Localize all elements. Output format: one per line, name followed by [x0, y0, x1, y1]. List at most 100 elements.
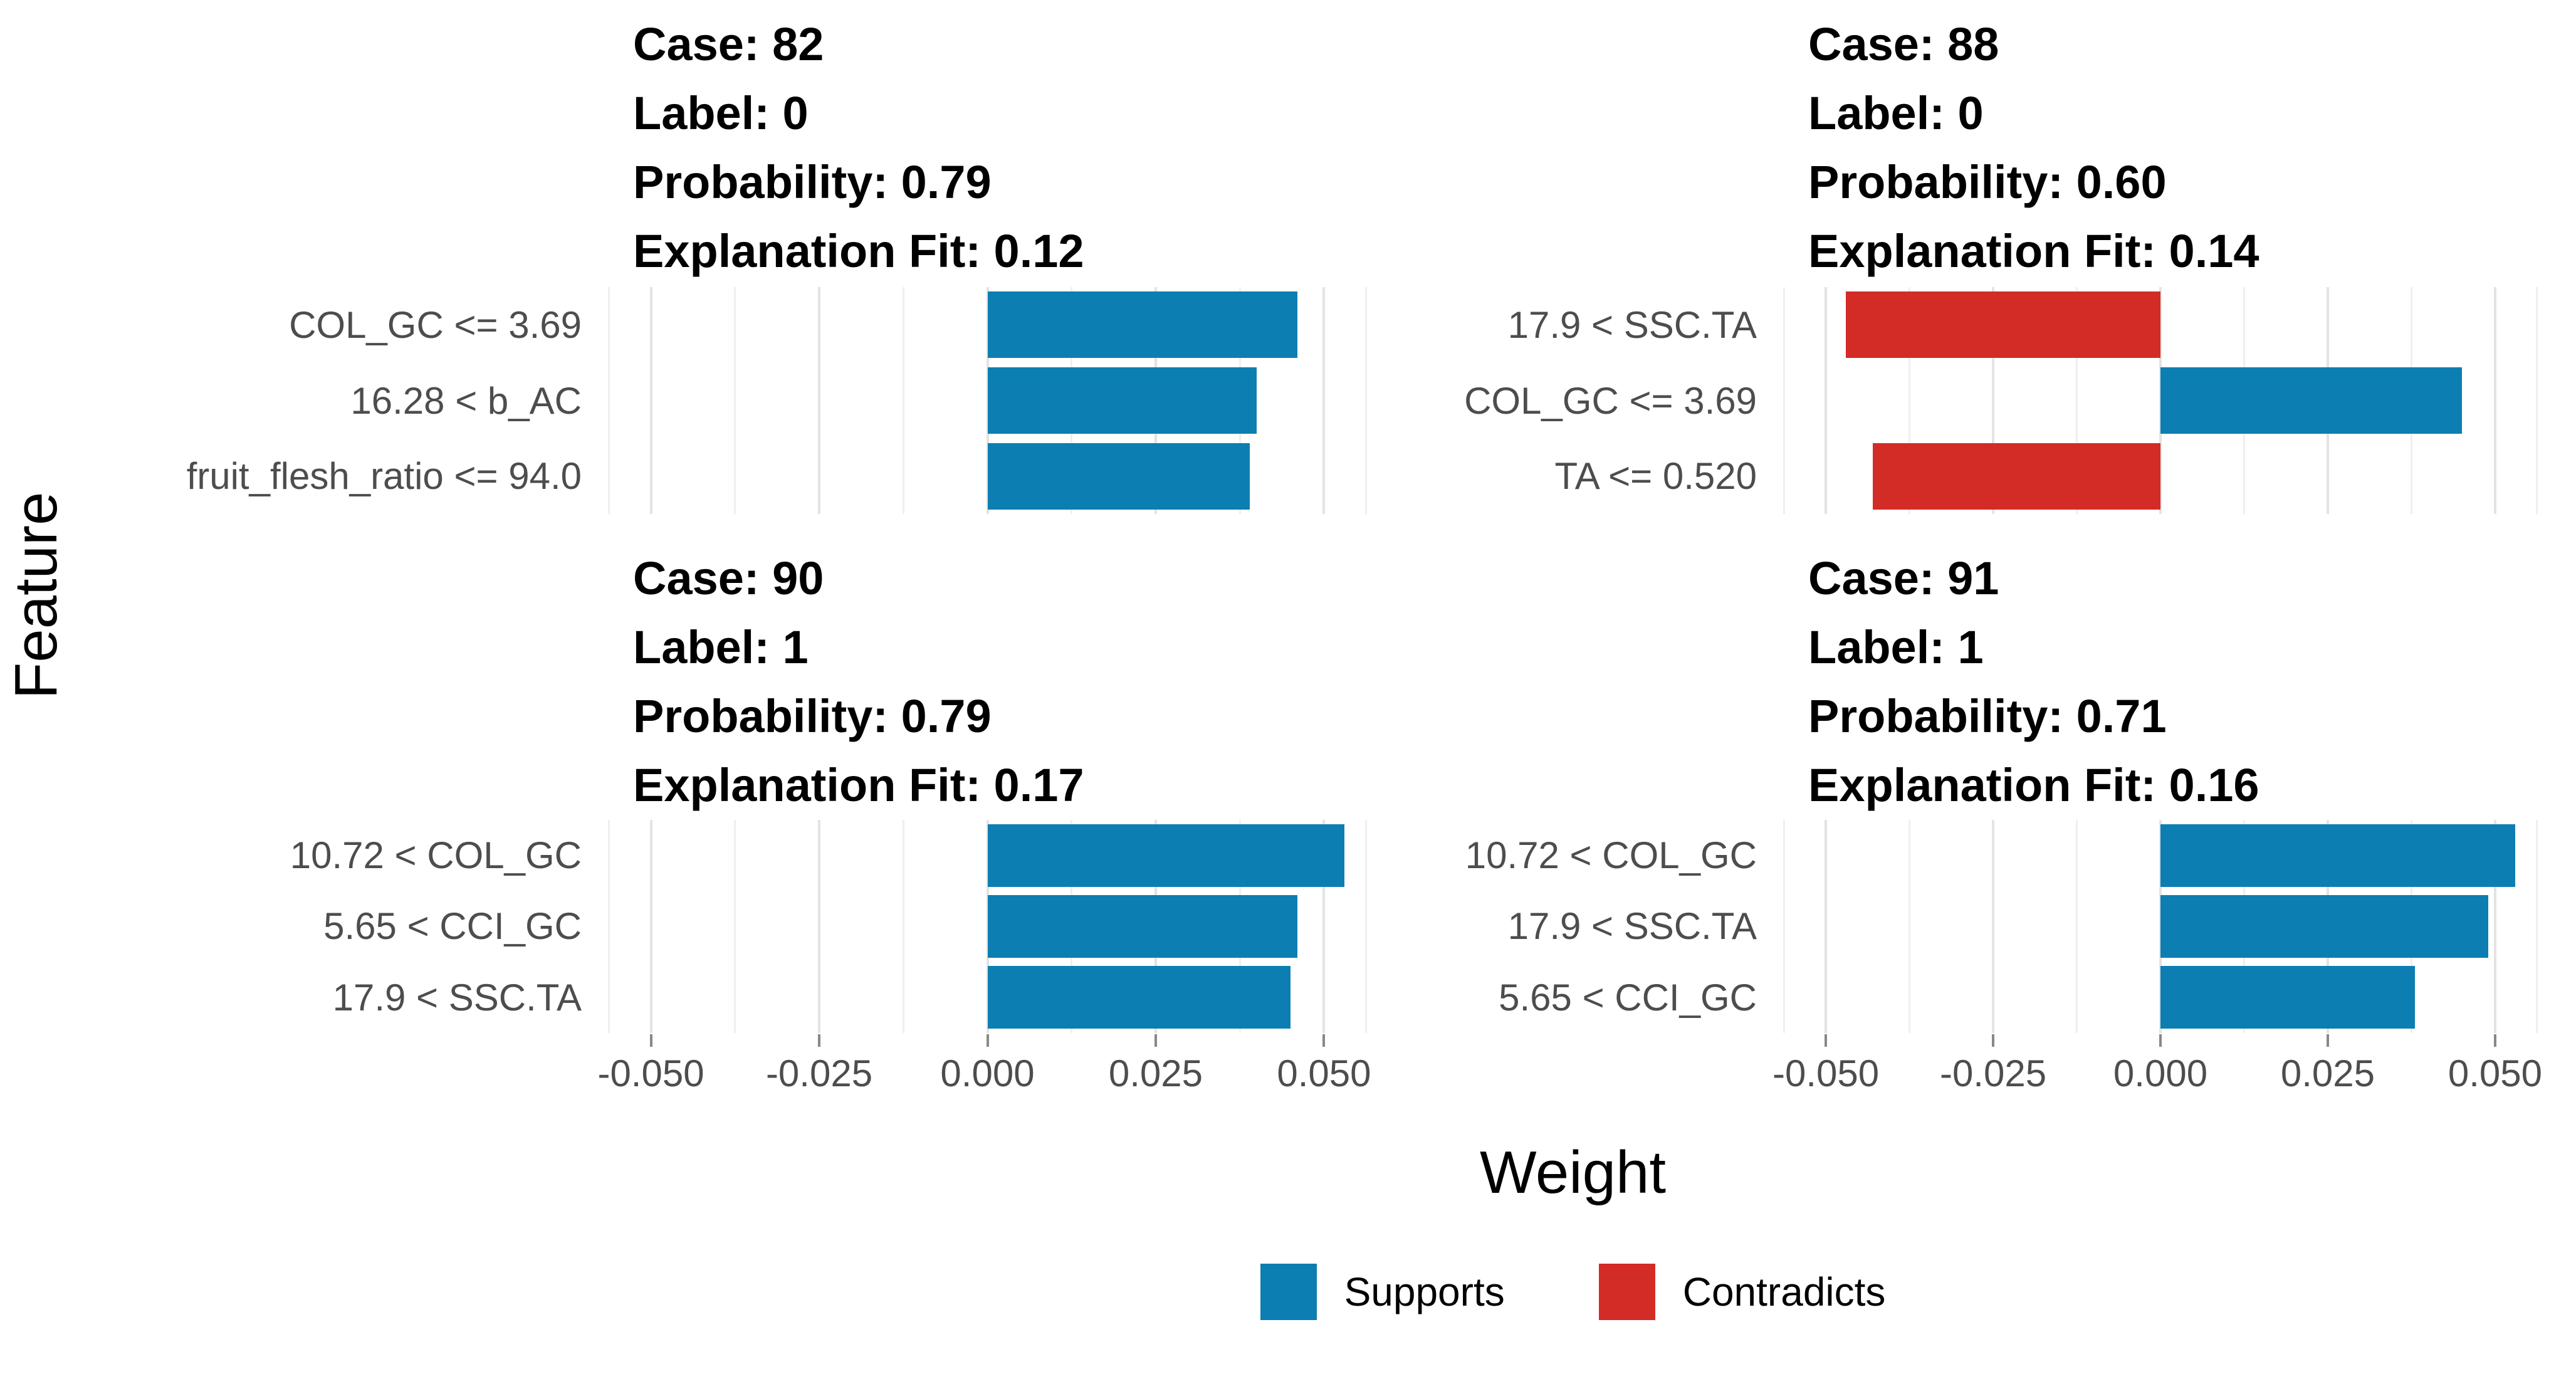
- minor-gridline: [2536, 362, 2538, 439]
- bar-track: [600, 287, 1374, 363]
- supports-bar: [987, 824, 1344, 887]
- minor-gridline: [1908, 962, 1911, 1033]
- facet-panel: COL_GC <= 3.69 16.28 < b_AC fruit_flesh_ra…: [49, 287, 1374, 515]
- minor-gridline: [734, 962, 736, 1033]
- axis-tick-label: 0.000: [940, 1052, 1035, 1094]
- minor-gridline: [1908, 820, 1911, 891]
- feature-label: 17.9 < SSC.TA: [332, 976, 582, 1019]
- axis-tick-mark: [2159, 1034, 2162, 1047]
- major-gridline: [1322, 438, 1326, 515]
- major-gridline: [2493, 287, 2496, 363]
- facet-header-line: Explanation Fit: 0.16: [1808, 759, 2259, 811]
- major-gridline: [818, 891, 821, 962]
- minor-gridline: [1908, 891, 1911, 962]
- minor-gridline: [1783, 362, 1785, 439]
- minor-gridline: [902, 820, 904, 891]
- feature-label: 10.72 < COL_GC: [290, 834, 582, 877]
- major-gridline: [1322, 287, 1326, 363]
- major-gridline: [649, 891, 652, 962]
- minor-gridline: [1783, 962, 1785, 1033]
- major-gridline: [1992, 891, 1995, 962]
- supports-bar: [2160, 824, 2515, 887]
- legend-item-contradicts: Contradicts: [1598, 1264, 1885, 1320]
- minor-gridline: [607, 362, 610, 439]
- minor-gridline: [1783, 820, 1785, 891]
- facet-header-line: Case: 90: [633, 552, 824, 604]
- axis-tick-mark: [1322, 1034, 1326, 1047]
- bar-row: 5.65 < CCI_GC: [49, 891, 1374, 962]
- minor-gridline: [734, 362, 736, 439]
- facet-header-line: Probability: 0.60: [1808, 156, 2167, 208]
- bar-row: 17.9 < SSC.TA: [49, 962, 1374, 1033]
- facet-header-line: Case: 88: [1808, 18, 1999, 70]
- axis-tick-label: 0.050: [1277, 1052, 1371, 1094]
- minor-gridline: [607, 438, 610, 515]
- facet-header-line: Explanation Fit: 0.14: [1808, 225, 2259, 277]
- bar-track: [600, 820, 1374, 891]
- supports-bar: [2160, 895, 2489, 958]
- minor-gridline: [2536, 820, 2538, 891]
- major-gridline: [2159, 287, 2162, 363]
- facet-header: Case: 90 Label: 1 Probability: 0.79 Explana…: [633, 544, 1084, 820]
- bar-track: [1776, 820, 2545, 891]
- major-gridline: [2326, 287, 2329, 363]
- bar-row: 10.72 < COL_GC: [1393, 820, 2545, 891]
- major-gridline: [1322, 962, 1326, 1033]
- minor-gridline: [2076, 362, 2078, 439]
- feature-label: 5.65 < CCI_GC: [323, 905, 582, 948]
- facet-case-91: Case: 91 Label: 1 Probability: 0.71 Explana…: [1393, 544, 2545, 1033]
- axis-tick-label: -0.050: [597, 1052, 704, 1094]
- supports-bar: [2160, 966, 2415, 1029]
- supports-bar: [987, 966, 1291, 1029]
- facet-panel: 17.9 < SSC.TA COL_GC <= 3.69 TA <= 0.520: [1393, 287, 2545, 515]
- major-gridline: [818, 438, 821, 515]
- bar-row: 10.72 < COL_GC: [49, 820, 1374, 891]
- contradicts-bar: [1846, 291, 2160, 359]
- axis-tick-mark: [649, 1034, 652, 1047]
- minor-gridline: [902, 287, 904, 363]
- legend-label: Supports: [1344, 1269, 1505, 1314]
- facet-header-line: Case: 91: [1808, 552, 1999, 604]
- major-gridline: [1825, 362, 1828, 439]
- facet-header-line: Probability: 0.71: [1808, 690, 2167, 742]
- minor-gridline: [2536, 962, 2538, 1033]
- facet-header-line: Explanation Fit: 0.12: [633, 225, 1084, 277]
- bar-row: 16.28 < b_AC: [49, 362, 1374, 439]
- minor-gridline: [607, 287, 610, 363]
- minor-gridline: [1783, 438, 1785, 515]
- minor-gridline: [734, 438, 736, 515]
- major-gridline: [818, 287, 821, 363]
- minor-gridline: [2243, 287, 2245, 363]
- minor-gridline: [2536, 287, 2538, 363]
- facet-header-line: Probability: 0.79: [633, 156, 992, 208]
- legend: Supports Contradicts: [600, 1264, 2545, 1320]
- minor-gridline: [1783, 891, 1785, 962]
- bar-row: fruit_flesh_ratio <= 94.0: [49, 438, 1374, 515]
- facet-header-line: Label: 0: [1808, 87, 1984, 139]
- minor-gridline: [902, 962, 904, 1033]
- major-gridline: [1825, 438, 1828, 515]
- axis-tick-label: 0.025: [2280, 1052, 2375, 1094]
- y-axis-title: Feature: [3, 491, 70, 700]
- minor-gridline: [2536, 438, 2538, 515]
- feature-label: COL_GC <= 3.69: [289, 303, 582, 346]
- major-gridline: [649, 438, 652, 515]
- facet-header: Case: 91 Label: 1 Probability: 0.71 Explana…: [1808, 544, 2259, 820]
- axis-tick-mark: [1825, 1034, 1828, 1047]
- major-gridline: [2493, 891, 2496, 962]
- minor-gridline: [1783, 287, 1785, 363]
- bar-track: [1776, 287, 2545, 363]
- minor-gridline: [734, 891, 736, 962]
- bar-track: [1776, 891, 2545, 962]
- bar-row: 17.9 < SSC.TA: [1393, 891, 2545, 962]
- major-gridline: [2159, 438, 2162, 515]
- bar-track: [600, 962, 1374, 1033]
- minor-gridline: [1908, 362, 1911, 439]
- axis-tick-mark: [986, 1034, 989, 1047]
- feature-label: 16.28 < b_AC: [350, 379, 582, 422]
- axis-tick-mark: [2493, 1034, 2496, 1047]
- facet-panel: 10.72 < COL_GC 5.65 < CCI_GC 17.9 < SSC.TA: [49, 820, 1374, 1033]
- minor-gridline: [2410, 287, 2412, 363]
- feature-label: 17.9 < SSC.TA: [1507, 303, 1757, 346]
